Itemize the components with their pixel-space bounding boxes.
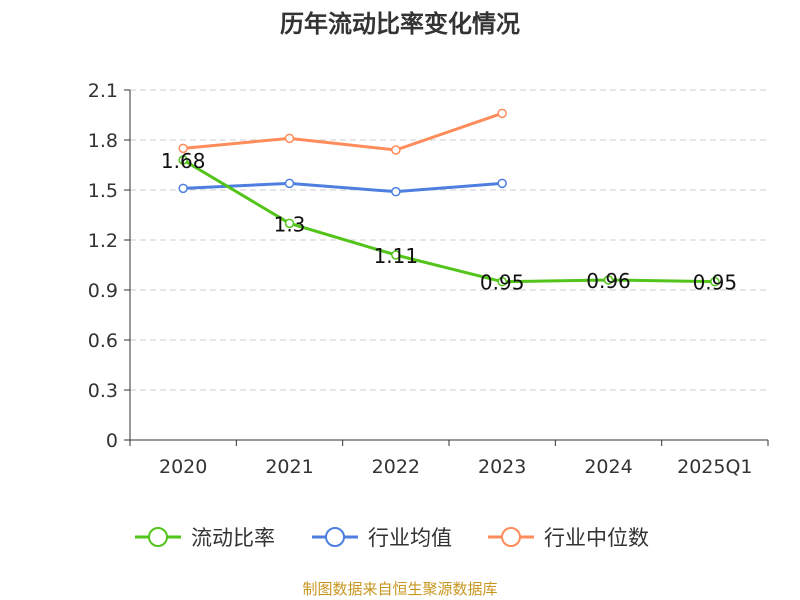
data-point bbox=[391, 186, 401, 197]
legend-marker-icon bbox=[325, 527, 345, 547]
data-point bbox=[178, 155, 188, 165]
y-tick-label: 1.8 bbox=[88, 130, 118, 152]
series-line bbox=[183, 181, 503, 194]
x-tick-label: 2022 bbox=[372, 456, 420, 478]
data-point bbox=[497, 178, 507, 189]
legend-label: 行业均值 bbox=[368, 526, 452, 550]
series-line bbox=[182, 158, 715, 284]
data-point bbox=[178, 183, 188, 194]
data-point bbox=[603, 275, 614, 285]
y-tick-label: 0.9 bbox=[88, 280, 118, 302]
data-label: 1.3 bbox=[274, 212, 306, 236]
data-point bbox=[497, 276, 507, 287]
y-tick-label: 0.3 bbox=[88, 380, 118, 402]
y-tick-label: 0 bbox=[106, 430, 118, 452]
source-note: 制图数据来自恒生聚源数据库 bbox=[302, 580, 497, 598]
data-label: 1.68 bbox=[161, 149, 206, 173]
x-tick-label: 2021 bbox=[265, 456, 313, 478]
data-point bbox=[391, 145, 401, 155]
series-line bbox=[183, 111, 503, 152]
y-tick-label: 1.2 bbox=[88, 230, 118, 252]
data-point bbox=[391, 250, 401, 260]
x-tick-label: 2020 bbox=[159, 456, 207, 478]
data-point bbox=[284, 178, 295, 189]
legend-label: 流动比率 bbox=[191, 526, 275, 550]
legend-marker-icon bbox=[148, 527, 168, 547]
y-tick-label: 1.5 bbox=[88, 180, 118, 202]
legend-label: 行业中位数 bbox=[544, 526, 649, 550]
y-tick-label: 2.1 bbox=[88, 80, 118, 102]
x-tick-label: 2024 bbox=[584, 456, 632, 478]
data-point bbox=[284, 218, 295, 229]
data-label: 0.95 bbox=[693, 271, 738, 295]
data-label: 0.96 bbox=[586, 269, 631, 293]
data-label: 1.11 bbox=[374, 244, 419, 268]
x-tick-label: 2023 bbox=[478, 456, 526, 478]
data-point bbox=[710, 276, 720, 287]
x-tick-label: 2025Q1 bbox=[677, 456, 752, 478]
y-tick-label: 0.6 bbox=[88, 330, 118, 352]
data-point bbox=[284, 133, 295, 144]
data-label: 0.95 bbox=[480, 271, 525, 295]
data-point bbox=[178, 143, 188, 154]
data-point bbox=[497, 108, 507, 119]
legend-marker-icon bbox=[501, 527, 521, 547]
chart-title: 历年流动比率变化情况 bbox=[280, 10, 520, 38]
